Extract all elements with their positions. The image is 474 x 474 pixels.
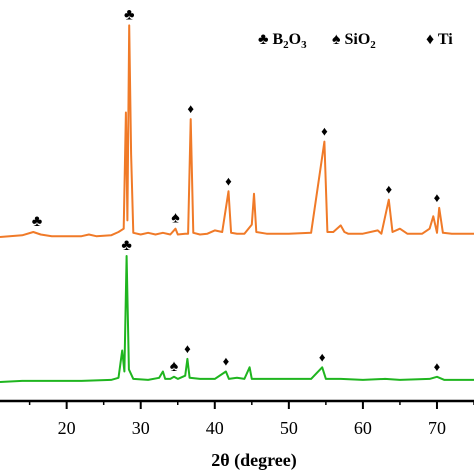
legend-label: B: [273, 31, 284, 48]
peak-marker: ♠: [171, 210, 180, 227]
peak-marker: ♦: [225, 173, 232, 188]
series-line-1: [0, 24, 474, 238]
x-axis-label: 2θ (degree): [211, 450, 297, 471]
x-axis: [0, 399, 474, 409]
x-tick-label: 50: [280, 418, 298, 438]
peak-marker: ♦: [434, 359, 441, 374]
peak-marker: ♦: [321, 124, 328, 139]
legend-symbol: ♣: [258, 31, 273, 48]
peak-marker: ♣: [121, 237, 132, 254]
legend-entry: ♣ B2O3: [258, 31, 307, 51]
peak-marker: ♣: [124, 6, 135, 23]
legend-entry: ♠ SiO2: [332, 31, 376, 51]
peak-marker: ♦: [385, 182, 392, 197]
x-tick-labels: 20 30 40 50 60 70: [58, 418, 446, 438]
legend-symbol: ♦: [426, 31, 438, 48]
x-tick-label: 20: [58, 418, 76, 438]
marker-layer: ♣ ♣ ♠ ♦ ♦ ♦ ♦ ♦ ♣ ♠ ♦ ♦ ♦ ♦: [32, 6, 441, 374]
peak-marker: ♦: [223, 354, 230, 369]
legend-subscript: 2: [370, 39, 376, 51]
legend-subscript: 3: [301, 39, 307, 51]
x-tick-label: 70: [428, 418, 446, 438]
series-line-2: [0, 255, 474, 383]
legend-subscript: 2: [283, 39, 289, 51]
plot-layer: [0, 24, 474, 383]
peak-marker: ♠: [170, 358, 179, 375]
peak-marker: ♦: [184, 341, 191, 356]
peak-marker: ♣: [32, 213, 43, 230]
legend-entry: ♦ Ti: [426, 31, 453, 48]
peak-marker: ♦: [187, 101, 194, 116]
legend: ♣ B2O3 ♠ SiO2 ♦ Ti: [258, 31, 453, 51]
legend-label: SiO: [345, 31, 371, 48]
legend-label: Ti: [438, 31, 453, 48]
peak-marker: ♦: [319, 349, 326, 364]
legend-symbol: ♠: [332, 31, 345, 48]
x-tick-label: 60: [354, 418, 372, 438]
x-tick-label: 30: [132, 418, 150, 438]
legend-label: O: [289, 31, 301, 48]
peak-marker: ♦: [434, 190, 441, 205]
x-tick-label: 40: [206, 418, 224, 438]
